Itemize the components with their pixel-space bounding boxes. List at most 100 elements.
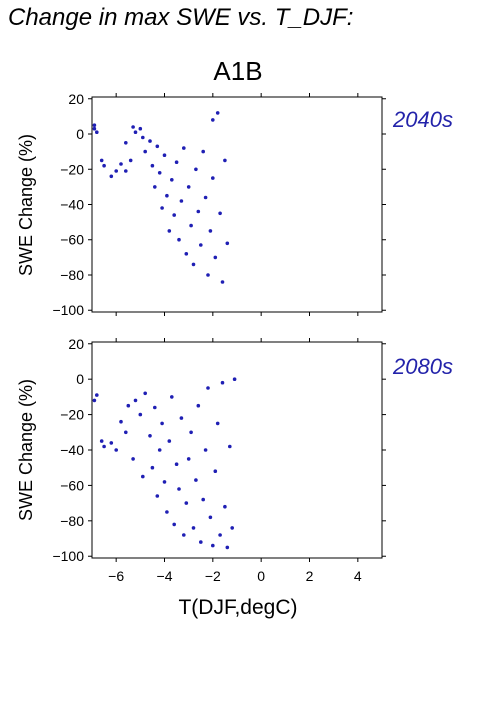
data-point	[167, 439, 172, 443]
data-point	[141, 135, 145, 140]
data-point	[160, 421, 164, 426]
data-point	[138, 126, 143, 131]
plot-frame	[91, 341, 383, 559]
data-point	[206, 273, 210, 277]
data-point	[203, 195, 208, 200]
data-point	[206, 386, 210, 390]
data-point	[143, 391, 147, 396]
y-tick-label: −60	[60, 232, 84, 248]
scenario-label: A1B	[213, 56, 262, 86]
data-point	[223, 158, 227, 163]
data-point	[172, 213, 176, 217]
data-point	[194, 478, 198, 482]
data-point	[126, 403, 131, 408]
y-tick-label: 0	[76, 371, 84, 387]
data-point	[131, 457, 135, 461]
data-point	[92, 126, 97, 131]
data-point	[225, 545, 230, 550]
data-point	[124, 430, 128, 435]
y-axis-label-2040s: SWE Change (%)	[16, 134, 36, 276]
y-tick-label: 20	[68, 336, 84, 352]
data-point	[109, 441, 114, 445]
data-point	[199, 243, 203, 247]
data-point	[201, 149, 205, 154]
data-point	[220, 380, 225, 385]
y-tick-label: −20	[60, 407, 84, 423]
data-point	[228, 444, 232, 449]
data-point	[191, 526, 196, 530]
data-point	[99, 158, 104, 163]
data-point	[215, 421, 220, 426]
y-axis-label-2080s: SWE Change (%)	[16, 379, 36, 521]
data-point	[138, 412, 143, 417]
data-point	[223, 504, 227, 509]
data-point	[177, 487, 181, 491]
data-point	[177, 237, 181, 242]
data-point	[114, 169, 118, 173]
data-point	[184, 501, 189, 505]
data-point	[157, 448, 162, 452]
data-point	[232, 377, 237, 382]
data-point	[131, 125, 135, 129]
data-point	[162, 480, 167, 484]
data-point	[109, 174, 114, 179]
y-tick-label: 0	[76, 126, 84, 142]
data-point	[99, 439, 104, 443]
data-point	[191, 262, 196, 267]
data-point	[215, 111, 220, 115]
data-point	[189, 430, 193, 435]
x-tick-label: −4	[157, 568, 173, 584]
data-point	[170, 178, 174, 182]
y-tick-label: −40	[60, 197, 84, 213]
x-tick-label: 4	[354, 568, 362, 584]
data-point	[143, 149, 147, 154]
x-axis-label: T(DJF,degC)	[178, 596, 297, 619]
data-point	[153, 185, 157, 189]
data-point	[170, 395, 174, 399]
data-point	[124, 169, 128, 173]
period-label-2080s: 2080s	[392, 354, 453, 379]
data-point	[133, 398, 138, 403]
data-point	[179, 199, 184, 203]
data-point	[119, 162, 123, 166]
data-point	[150, 465, 155, 470]
data-point	[208, 229, 213, 233]
data-point	[186, 185, 191, 189]
data-point	[213, 255, 218, 260]
data-point	[165, 510, 169, 514]
data-point	[196, 209, 201, 214]
data-point	[141, 474, 145, 479]
data-point	[160, 206, 164, 210]
data-point	[182, 533, 186, 537]
y-tick-label: −20	[60, 161, 84, 177]
data-point	[201, 497, 205, 502]
data-point	[92, 398, 97, 403]
x-tick-label: −6	[108, 568, 124, 584]
data-point	[211, 176, 215, 180]
points-group	[92, 111, 230, 284]
x-tick-label: −2	[205, 568, 221, 584]
y-tick-label: 20	[68, 91, 84, 107]
data-point	[165, 193, 169, 198]
y-tick-label: −80	[60, 513, 84, 529]
data-point	[208, 515, 213, 520]
data-point	[213, 469, 218, 474]
data-point	[194, 167, 198, 172]
data-point	[92, 123, 97, 127]
data-point	[155, 144, 160, 149]
panel-2080s: 2080s SWE Change (%) −100 −80 −60 −4 0 −20 0 20…	[16, 336, 453, 584]
data-point	[203, 448, 208, 452]
data-point	[230, 526, 234, 530]
y-tick-label: −100	[52, 548, 84, 564]
data-point	[189, 223, 193, 228]
data-point	[148, 139, 152, 143]
data-point	[211, 543, 215, 548]
x-tick-label: 2	[306, 568, 314, 584]
y-tick-label: −60	[60, 477, 84, 493]
plot-frame	[91, 96, 383, 313]
x-tick-label: 0	[257, 568, 265, 584]
data-point	[133, 130, 138, 134]
data-point	[218, 211, 222, 216]
data-point	[95, 130, 99, 134]
data-point	[102, 163, 106, 168]
